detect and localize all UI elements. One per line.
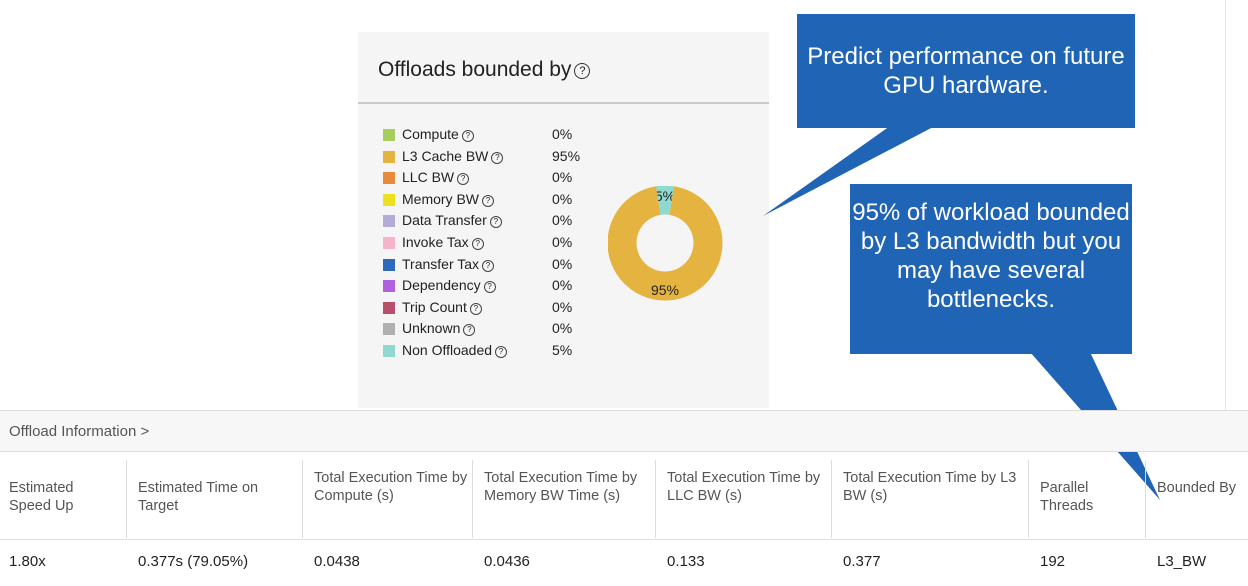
- legend-label-text: Data Transfer: [402, 212, 487, 229]
- column-header[interactable]: Parallel Threads: [1040, 480, 1094, 514]
- legend-swatch: [383, 129, 395, 141]
- table-cell: 192: [1040, 553, 1066, 570]
- table-cell: 1.80x: [9, 553, 46, 570]
- legend-label-text: Compute: [402, 126, 459, 142]
- help-icon[interactable]: ?: [495, 345, 508, 358]
- callout-side-text: 95% of workload bounded by L3 bandwidth …: [852, 199, 1130, 313]
- legend-swatch: [383, 193, 395, 206]
- column-header[interactable]: Estimated Time on Target: [138, 480, 259, 514]
- help-icon[interactable]: ?: [574, 63, 591, 79]
- callout-top-pointer: [763, 126, 935, 216]
- column-header[interactable]: Total Execution Time by Memory BW Time (…: [484, 470, 638, 504]
- callout-top-text: Predict performance on future GPU hardwa…: [807, 43, 1125, 99]
- help-icon[interactable]: ?: [489, 216, 502, 229]
- legend-label-text: Trip Count: [402, 298, 467, 315]
- help-icon[interactable]: ?: [482, 194, 494, 207]
- row-divider: [0, 539, 1248, 540]
- table-cell: 0.133: [667, 553, 705, 570]
- legend-label-text: LLC BW: [402, 169, 455, 186]
- table-cell: L3_BW: [1157, 553, 1207, 570]
- panel-title-text: Offloads bounded by: [378, 58, 572, 81]
- column-divider[interactable]: [302, 460, 303, 538]
- column-divider[interactable]: [655, 460, 656, 538]
- column-header[interactable]: Estimated Speed Up: [9, 480, 74, 514]
- legend-value: 0%: [552, 169, 573, 186]
- legend-label: Memory BW?: [402, 189, 494, 211]
- legend-value: 0%: [552, 233, 573, 250]
- column-divider[interactable]: [126, 460, 127, 538]
- legend-label: Dependency?: [402, 275, 496, 297]
- column-header[interactable]: Total Execution Time by L3 BW (s): [843, 470, 1017, 504]
- callout-predict-performance: Predict performance on future GPU hardwa…: [797, 14, 1135, 128]
- table-cell: 0.377: [843, 553, 881, 570]
- help-icon[interactable]: ?: [463, 324, 476, 337]
- donut-slice-label: 95%: [651, 282, 679, 298]
- offload-information-table: Offload Information > Estimated Speed Up…: [0, 410, 1248, 586]
- callout-workload-bounded: 95% of workload bounded by L3 bandwidth …: [850, 184, 1132, 354]
- table-cell: 0.0438: [314, 553, 360, 570]
- legend-swatch: [383, 344, 395, 357]
- column-header[interactable]: Bounded By: [1157, 480, 1237, 496]
- legend-swatch: [383, 280, 395, 293]
- legend-swatch: [383, 236, 395, 249]
- legend-swatch: [383, 323, 395, 336]
- table-cell: 0.377s (79.05%): [138, 553, 249, 570]
- table-cell: 0.0436: [484, 553, 530, 570]
- table-title[interactable]: Offload Information >: [9, 423, 150, 440]
- legend-value: 0%: [552, 126, 573, 142]
- legend-value: 0%: [552, 190, 573, 207]
- help-icon[interactable]: ?: [471, 237, 484, 250]
- legend-swatch: [383, 258, 395, 271]
- donut-chart: 5% 95%: [608, 186, 723, 301]
- right-divider: [1225, 0, 1226, 410]
- legend-label-text: Dependency: [402, 277, 481, 294]
- legend-label-text: Non Offloaded: [402, 341, 493, 358]
- legend-value: 0%: [552, 255, 573, 272]
- legend-label: Transfer Tax?: [402, 254, 495, 276]
- help-icon[interactable]: ?: [491, 151, 504, 164]
- column-header[interactable]: Total Execution Time by Compute (s): [314, 470, 468, 504]
- offloads-bounded-panel: Offloads bounded by? Compute? 0% L3 Cache …: [358, 32, 769, 408]
- legend-label: Data Transfer?: [402, 210, 502, 232]
- help-icon[interactable]: ?: [482, 259, 495, 272]
- legend-value: 5%: [552, 341, 573, 358]
- donut-slice-label: 5%: [655, 188, 675, 204]
- legend-value: 0%: [552, 320, 573, 337]
- help-icon[interactable]: ?: [457, 173, 470, 186]
- legend-value: 0%: [552, 277, 573, 294]
- legend-label: LLC BW?: [402, 167, 470, 189]
- legend-swatch: [383, 172, 395, 185]
- legend-label: Compute?: [402, 124, 474, 146]
- legend-label-text: Transfer Tax: [402, 255, 480, 272]
- legend-label: L3 Cache BW?: [402, 146, 504, 168]
- legend-label-text: L3 Cache BW: [402, 147, 489, 164]
- column-divider[interactable]: [831, 460, 832, 538]
- legend-label: Non Offloaded?: [402, 340, 508, 362]
- legend-value: 95%: [552, 147, 581, 164]
- panel-title: Offloads bounded by?: [378, 58, 591, 82]
- donut-slice[interactable]: [656, 186, 674, 215]
- legend-value: 0%: [552, 298, 573, 315]
- legend-label: Invoke Tax?: [402, 232, 484, 254]
- help-icon[interactable]: ?: [469, 302, 482, 315]
- help-icon[interactable]: ?: [461, 130, 474, 142]
- legend-swatch: [383, 150, 395, 163]
- legend-label: Unknown?: [402, 318, 476, 340]
- legend-swatch: [383, 215, 395, 228]
- donut-slice[interactable]: [608, 186, 723, 301]
- column-divider[interactable]: [1145, 460, 1146, 538]
- help-icon[interactable]: ?: [483, 281, 496, 294]
- legend-label-text: Unknown: [402, 320, 461, 337]
- legend-swatch: [383, 301, 395, 314]
- legend-label-text: Memory BW: [402, 190, 479, 207]
- table-header-bar[interactable]: Offload Information >: [0, 410, 1248, 452]
- legend-label: Trip Count?: [402, 297, 482, 319]
- column-divider[interactable]: [1028, 460, 1029, 538]
- column-divider[interactable]: [472, 460, 473, 538]
- column-header[interactable]: Total Execution Time by LLC BW (s): [667, 470, 821, 504]
- legend-label-text: Invoke Tax: [402, 233, 469, 250]
- panel-divider: [358, 102, 769, 104]
- legend-value: 0%: [552, 212, 573, 229]
